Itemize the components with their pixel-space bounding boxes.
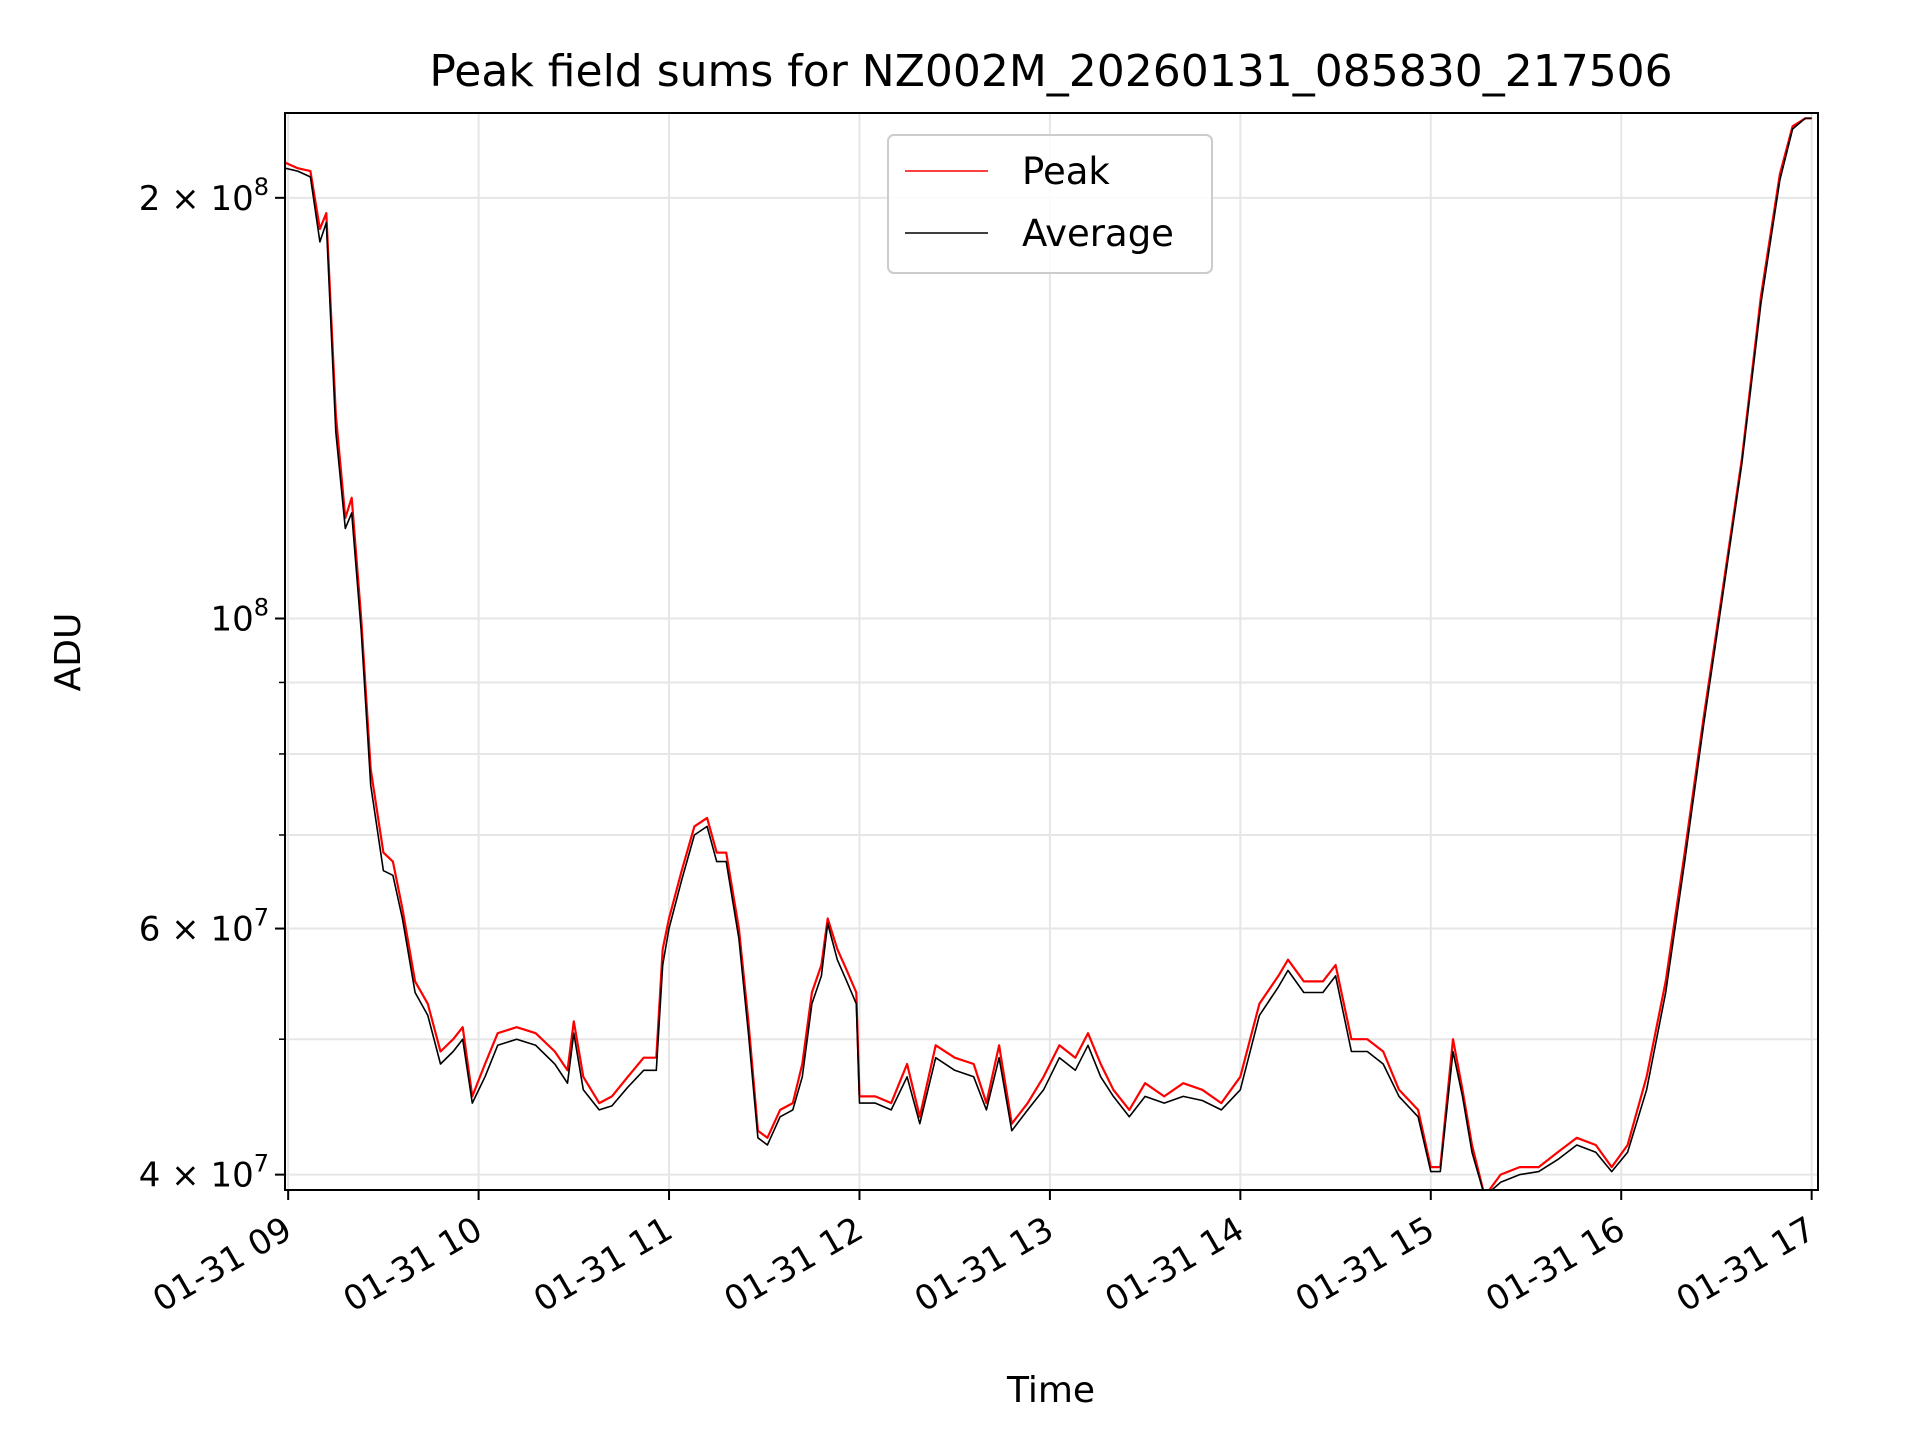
legend-average-label: Average — [1022, 212, 1174, 255]
series-line-average — [285, 117, 1812, 1190]
legend-box — [887, 134, 1213, 274]
y-axis-label: ADU — [48, 613, 89, 692]
y-tick-label: 6 × 107 — [139, 904, 269, 950]
grid-lines — [285, 113, 1818, 1190]
legend-peak-label: Peak — [1022, 150, 1110, 193]
y-tick-label: 108 — [210, 594, 269, 640]
x-axis-label: Time — [1006, 1370, 1095, 1411]
y-tick-label: 4 × 107 — [139, 1150, 269, 1196]
y-axis-ticks: 4 × 107 6 × 107 108 2 × 108 — [139, 173, 285, 1196]
plot-frame — [284, 112, 1819, 1191]
chart-title: Peak field sums for NZ002M_20260131_0858… — [429, 46, 1672, 97]
legend: Peak Average — [887, 134, 1213, 274]
y-tick-label: 2 × 108 — [139, 173, 269, 219]
